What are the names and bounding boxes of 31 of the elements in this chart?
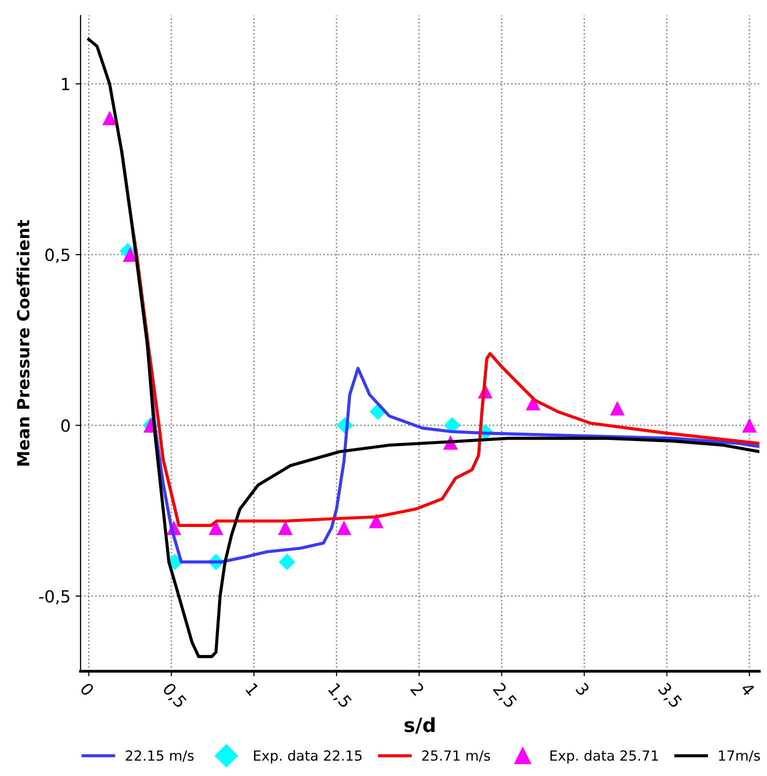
y-tick-label: 1 (62, 78, 70, 90)
x-tick-label: 2,5 (491, 682, 518, 710)
legend-label: Exp. data 25.71 (550, 750, 658, 764)
point (278, 520, 293, 536)
y-tick-label: 0 (61, 419, 70, 432)
legend-label: Exp. data 22.15 (254, 750, 362, 764)
x-tick-label: 0 (80, 682, 95, 697)
point (368, 514, 384, 528)
point (742, 418, 757, 433)
x-axis-title: s/d (404, 717, 435, 734)
x-tick-label: 1 (245, 682, 260, 696)
x-tick-label: 3 (575, 682, 590, 696)
point (336, 520, 352, 536)
x-tick-label: 1,5 (326, 682, 352, 710)
x-tick-label: 3,5 (656, 682, 683, 710)
point (610, 400, 625, 416)
legend-label: 17m/s (719, 750, 760, 762)
line-series (87, 38, 760, 658)
point (122, 247, 138, 262)
y-tick-label: -0,5 (39, 590, 70, 604)
x-tick-label: 2 (410, 682, 425, 696)
y-tick-label: 0,5 (45, 248, 70, 263)
y-axis-title: Mean Pressure Coefficient (16, 220, 30, 466)
x-tick-label: 0,5 (160, 682, 188, 710)
point (444, 417, 460, 434)
x-tick-label: 4 (740, 682, 756, 697)
point (208, 520, 224, 536)
legend-label: 22.15 m/s (126, 750, 194, 762)
point (278, 554, 296, 570)
point (102, 110, 117, 126)
legend-label: 25.71 m/s (422, 750, 490, 762)
